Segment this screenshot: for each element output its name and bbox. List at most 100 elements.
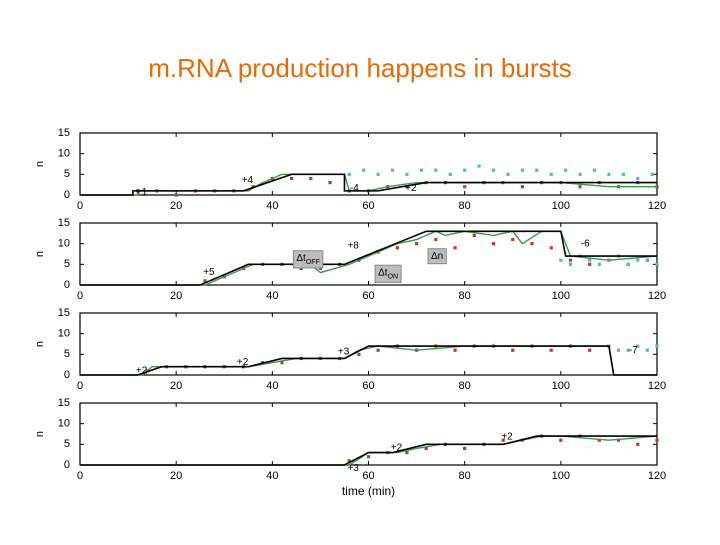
annotation-box: ΔtON (374, 264, 402, 283)
data-point (472, 233, 476, 237)
data-point (597, 438, 601, 442)
annotation: +2 (136, 366, 148, 377)
x-tick-label: 40 (266, 380, 278, 392)
series-line (80, 173, 657, 196)
x-tick-label: 0 (77, 290, 83, 302)
annotation: +3 (338, 346, 350, 357)
annotation: +1 (136, 187, 148, 198)
annotation: ΔtON (378, 267, 398, 280)
data-point (491, 168, 496, 172)
annotation: +8 (347, 240, 359, 251)
data-point (636, 442, 640, 446)
data-point (328, 181, 332, 185)
x-tick-label: 100 (552, 200, 570, 212)
y-tick-label: 15 (58, 127, 70, 139)
annotation-box: Δn (427, 248, 447, 265)
annotation: +2 (405, 183, 417, 194)
annotation: +3 (347, 463, 359, 474)
data-point (357, 352, 361, 356)
y-tick-label: 15 (58, 307, 70, 319)
x-tick-label: 40 (266, 200, 278, 212)
x-tick-label: 120 (648, 200, 666, 212)
data-point (448, 172, 452, 176)
x-tick-label: 60 (362, 290, 374, 302)
data-point (578, 172, 582, 176)
data-point (568, 262, 573, 266)
data-point (578, 185, 582, 189)
annotation: -7 (629, 345, 638, 356)
data-point (592, 168, 597, 172)
x-tick-label: 120 (648, 380, 666, 392)
annotation-bg (374, 264, 402, 283)
data-point (621, 172, 625, 176)
annotation: +5 (203, 267, 215, 278)
data-point (559, 258, 563, 262)
data-point (414, 242, 419, 246)
x-tick-label: 80 (459, 470, 471, 482)
data-point (650, 172, 654, 176)
data-point (535, 168, 539, 172)
y-axis-label: n (34, 431, 46, 437)
x-tick-label: 0 (77, 200, 83, 212)
data-point (568, 258, 573, 262)
annotation: +2 (237, 357, 249, 368)
x-tick-label: 120 (648, 290, 666, 302)
series-line (80, 345, 657, 376)
data-point (636, 344, 640, 348)
annotation: -6 (581, 238, 590, 249)
slide-title: m.RNA production happens in bursts (148, 53, 571, 83)
data-point (506, 172, 510, 176)
x-tick-label: 60 (362, 470, 374, 482)
data-point (376, 348, 380, 352)
series-line (80, 230, 658, 286)
data-point (597, 262, 601, 266)
annotation-bg (427, 248, 447, 265)
data-point (626, 348, 630, 352)
data-point (362, 168, 366, 172)
data-point (453, 246, 457, 250)
data-point (390, 168, 395, 172)
data-point (405, 172, 409, 176)
data-point (376, 172, 380, 176)
annotation: +2 (501, 432, 513, 443)
data-point (655, 262, 659, 266)
data-point (655, 438, 659, 442)
annotation-text: Δn (431, 251, 443, 262)
data-point (419, 168, 423, 172)
x-tick-label: 20 (170, 200, 182, 212)
x-tick-label: 60 (362, 200, 374, 212)
data-point (463, 446, 467, 451)
x-tick-label: 80 (459, 380, 471, 392)
y-axis-label: n (34, 341, 46, 347)
data-point (289, 176, 294, 181)
y-tick-label: 5 (64, 258, 70, 270)
data-point (463, 168, 467, 172)
data-point (626, 262, 630, 266)
data-point (434, 237, 438, 242)
y-axis-label: n (34, 251, 46, 257)
y-tick-label: 10 (58, 418, 70, 430)
x-tick-label: 0 (77, 380, 83, 392)
annotation-text: Δt (378, 267, 388, 278)
annotation-bg (292, 250, 324, 269)
y-tick-label: 10 (58, 148, 70, 160)
data-point (559, 438, 563, 442)
annotation-box: ΔtOFF (292, 250, 324, 269)
y-tick-label: 10 (58, 238, 70, 250)
annotation: +4 (242, 175, 254, 186)
data-point (477, 164, 481, 168)
data-point (434, 168, 438, 172)
data-point (564, 168, 568, 172)
data-point (616, 348, 621, 352)
plot-frame (79, 132, 658, 196)
y-tick-label: 15 (58, 397, 70, 409)
y-tick-label: 5 (64, 168, 70, 180)
data-point (549, 246, 553, 250)
data-point (174, 193, 178, 197)
y-tick-label: 0 (64, 189, 70, 201)
data-point (501, 438, 505, 442)
data-point (549, 348, 553, 352)
x-tick-label: 80 (459, 200, 471, 212)
data-point (309, 176, 313, 181)
